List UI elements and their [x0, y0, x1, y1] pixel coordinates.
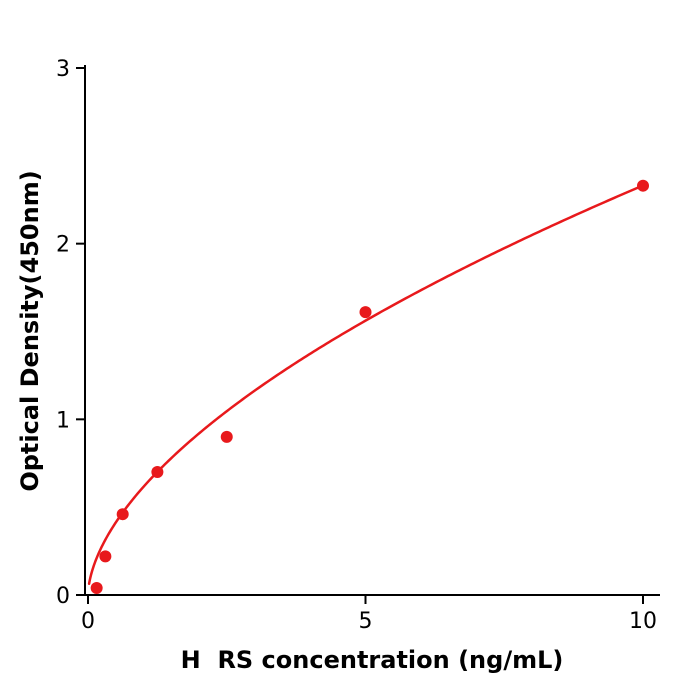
fit-curve-path [87, 184, 645, 585]
axis-ticks: 0 5 10 0 1 2 3 [56, 57, 657, 634]
data-point [116, 508, 129, 521]
y-tick-label: 2 [56, 233, 70, 258]
y-axis-title: Optical Density(450nm) [16, 170, 44, 491]
x-axis-title: H RS concentration (ng/mL) [181, 646, 564, 674]
y-tick-label: 1 [56, 408, 70, 433]
axes [84, 65, 660, 596]
x-tick-label: 0 [81, 609, 95, 634]
data-point [220, 430, 233, 443]
data-point [99, 550, 112, 563]
data-points [90, 179, 649, 594]
data-point [637, 179, 649, 192]
fit-curve [87, 184, 645, 585]
y-tick-label: 0 [56, 584, 70, 609]
data-point [151, 466, 164, 479]
data-point [359, 306, 372, 319]
y-tick-label: 3 [56, 57, 70, 82]
x-tick-label: 10 [629, 609, 657, 634]
data-point [90, 581, 103, 594]
x-tick-label: 5 [359, 609, 373, 634]
